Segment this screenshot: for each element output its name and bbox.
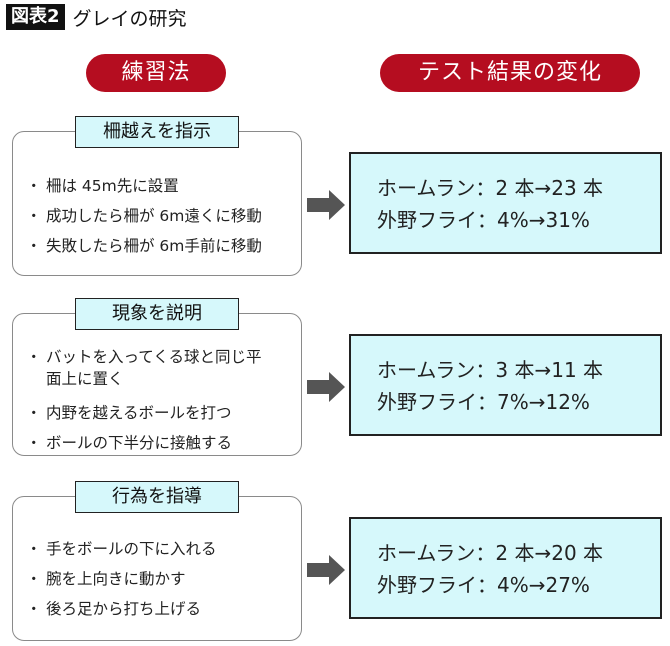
method-item: 内野を越えるボールを打つ (26, 398, 262, 428)
flyball-result: 外野フライ：4%→27% (377, 573, 590, 597)
method-item: バットを入ってくる球と同じ平面上に置く (26, 346, 262, 390)
homerun-result: ホームラン：2 本→20 本 (377, 541, 604, 565)
flyball-result: 外野フライ：7%→12% (377, 390, 590, 414)
method-label: 柵越えを指示 (75, 116, 239, 148)
homerun-result: ホームラン：2 本→23 本 (377, 176, 604, 200)
method-item: 手をボールの下に入れる (26, 534, 296, 564)
method-items: バットを入ってくる球と同じ平面上に置く 内野を越えるボールを打つ ボールの下半分… (26, 346, 262, 458)
arrow-right-icon (307, 372, 345, 402)
method-item: 後ろ足から打ち上げる (26, 594, 296, 624)
practice-method-header: 練習法 (86, 54, 226, 92)
method-item: 柵は 45m先に設置 (26, 171, 296, 201)
flyball-result: 外野フライ：4%→31% (377, 208, 590, 232)
result-box-3: ホームラン：2 本→20 本 外野フライ：4%→27% (349, 517, 662, 619)
figure-title: 図表2 グレイの研究 (6, 3, 187, 31)
result-box-1: ホームラン：2 本→23 本 外野フライ：4%→31% (349, 152, 662, 254)
homerun-result: ホームラン：3 本→11 本 (377, 358, 604, 382)
arrow-right-icon (307, 190, 345, 220)
method-label: 行為を指導 (75, 481, 239, 513)
method-item: 腕を上向きに動かす (26, 564, 296, 594)
arrow-right-icon (307, 555, 345, 585)
figure-tag: 図表2 (6, 4, 65, 30)
method-item: 成功したら柵が 6m遠くに移動 (26, 201, 296, 231)
method-items: 手をボールの下に入れる 腕を上向きに動かす 後ろ足から打ち上げる (26, 534, 296, 624)
result-box-2: ホームラン：3 本→11 本 外野フライ：7%→12% (349, 334, 662, 436)
method-label: 現象を説明 (75, 298, 239, 330)
method-item: ボールの下半分に接触する (26, 428, 262, 458)
method-items: 柵は 45m先に設置 成功したら柵が 6m遠くに移動 失敗したら柵が 6m手前に… (26, 171, 296, 261)
method-item: 失敗したら柵が 6m手前に移動 (26, 231, 296, 261)
test-result-header: テスト結果の変化 (380, 54, 640, 92)
figure-heading: グレイの研究 (72, 7, 187, 30)
